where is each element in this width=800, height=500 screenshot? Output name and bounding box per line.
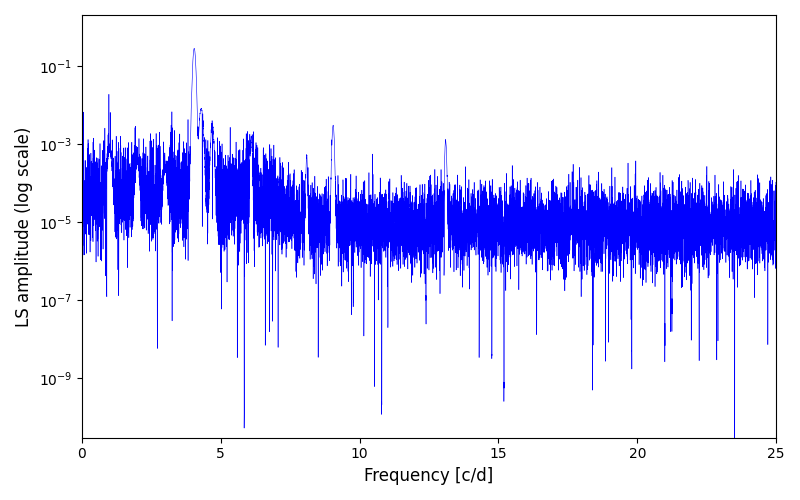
Y-axis label: LS amplitude (log scale): LS amplitude (log scale) bbox=[15, 126, 33, 326]
X-axis label: Frequency [c/d]: Frequency [c/d] bbox=[364, 467, 494, 485]
